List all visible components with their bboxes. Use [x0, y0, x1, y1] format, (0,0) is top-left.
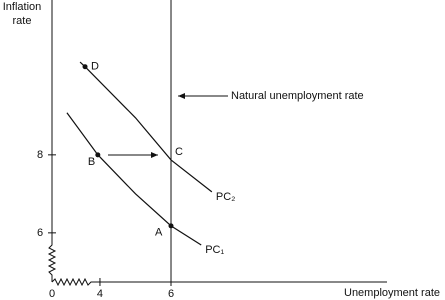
point-label: C	[175, 146, 183, 158]
curve-label: PC₂	[216, 191, 236, 203]
point-label: D	[91, 61, 99, 73]
y-axis-title: rate	[13, 15, 32, 27]
curve-label: PC₁	[205, 244, 224, 256]
x-axis	[51, 277, 387, 287]
point-label: A	[155, 227, 163, 239]
y-axis	[47, 0, 57, 282]
x-tick-label: 6	[168, 288, 174, 300]
point	[168, 223, 174, 229]
curve	[79, 61, 213, 193]
x-tick-label: 4	[97, 288, 103, 300]
annotation: Natural unemployment rate	[231, 90, 364, 102]
point	[95, 152, 101, 158]
y-axis-title: Inflation	[3, 1, 42, 13]
x-axis-title: Unemployment rate	[344, 287, 440, 299]
curve	[66, 112, 202, 246]
origin-label: 0	[49, 288, 55, 300]
y-tick-label: 6	[37, 227, 43, 239]
point-label: B	[88, 156, 95, 168]
point	[82, 64, 88, 70]
y-tick-label: 8	[37, 149, 43, 161]
